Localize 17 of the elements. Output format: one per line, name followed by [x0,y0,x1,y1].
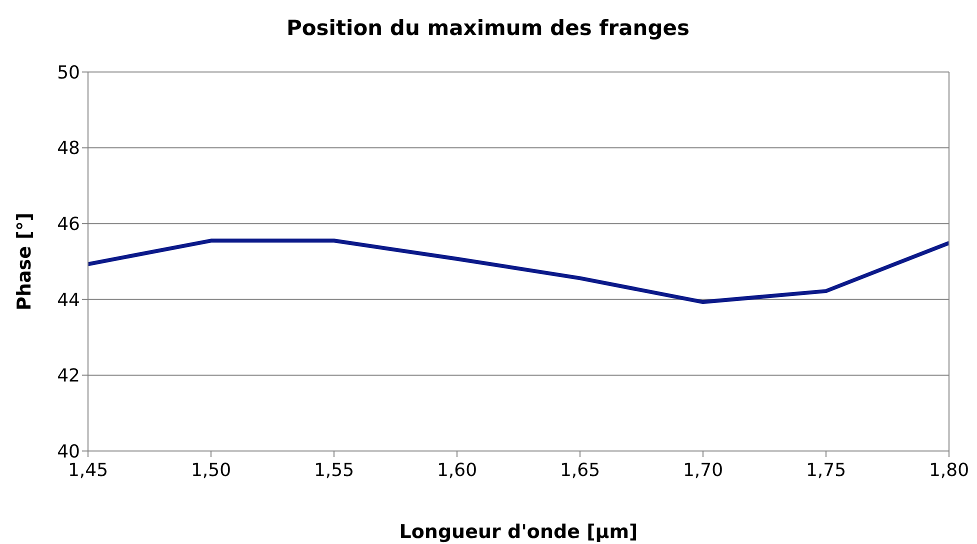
y-tick-label: 40 [57,441,80,462]
y-tick-label: 48 [57,138,80,160]
x-tick-label: 1,65 [560,460,600,481]
y-tick-label: 44 [57,290,80,311]
x-tick-label: 1,80 [928,460,970,481]
x-tick-label: 1,75 [806,460,846,481]
y-tick-label: 50 [57,62,80,84]
x-axis-title: Longueur d'onde [µm] [399,521,638,543]
y-tick-label: 46 [57,214,80,235]
y-axis-title: Phase [°] [14,212,36,310]
x-tick-label: 1,60 [436,460,478,481]
y-tick-label: 42 [57,366,80,387]
x-tick-label: 1,50 [190,460,232,481]
x-tick-label: 1,55 [314,460,354,481]
x-tick-label: 1,70 [682,460,724,481]
x-tick-label: 1,45 [68,460,108,481]
chart-title: Position du maximum des franges [285,15,691,42]
